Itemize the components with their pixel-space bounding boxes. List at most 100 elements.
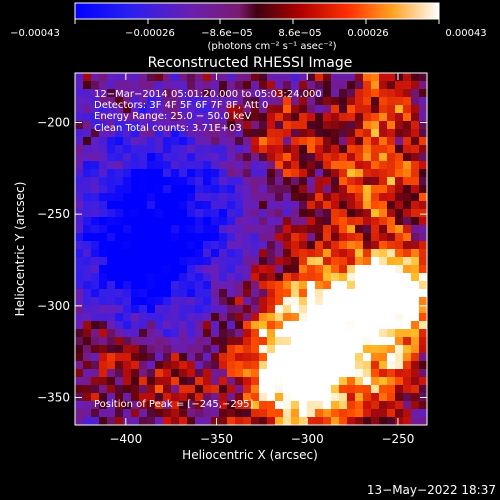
y-tick-label: −300 [37, 299, 70, 313]
heatmap-cell [403, 305, 412, 314]
heatmap-cell [387, 113, 396, 122]
heatmap-cell [323, 97, 332, 106]
heatmap-cell [355, 377, 364, 386]
heatmap-cell [291, 353, 300, 362]
heatmap-cell [347, 113, 356, 122]
heatmap-cell [147, 257, 156, 266]
heatmap-cell [99, 153, 108, 162]
heatmap-cell [83, 369, 92, 378]
heatmap-cell [131, 369, 140, 378]
heatmap-cell [339, 353, 348, 362]
heatmap-cell [243, 313, 252, 322]
heatmap-cell [291, 145, 300, 154]
heatmap-cell [187, 201, 196, 210]
heatmap-cell [171, 129, 180, 138]
heatmap-cell [307, 393, 316, 402]
heatmap-cell [211, 145, 220, 154]
heatmap-cell [219, 185, 228, 194]
heatmap-cell [123, 257, 132, 266]
heatmap-cell [195, 209, 204, 218]
heatmap-cell [147, 129, 156, 138]
heatmap-cell [259, 385, 268, 394]
heatmap-cell [379, 73, 388, 82]
heatmap-cell [147, 337, 156, 346]
heatmap-cell [411, 329, 420, 338]
heatmap-cell [323, 353, 332, 362]
heatmap-cell [339, 257, 348, 266]
heatmap-cell [219, 193, 228, 202]
heatmap-cell [107, 409, 116, 418]
heatmap-cell [99, 217, 108, 226]
heatmap-cell [203, 105, 212, 114]
heatmap-cell [139, 209, 148, 218]
heatmap-cell [99, 249, 108, 258]
heatmap-cell [107, 153, 116, 162]
heatmap-cell [195, 233, 204, 242]
heatmap-cell [299, 281, 308, 290]
heatmap-cell [155, 201, 164, 210]
heatmap-cell [339, 377, 348, 386]
heatmap-cell [243, 409, 252, 418]
heatmap-cell [275, 129, 284, 138]
heatmap-cell [419, 329, 427, 338]
heatmap-cell [251, 257, 260, 266]
heatmap-cell [219, 225, 228, 234]
heatmap-cell [307, 249, 316, 258]
heatmap-cell [139, 385, 148, 394]
heatmap-cell [187, 209, 196, 218]
heatmap-cell [179, 289, 188, 298]
heatmap-cell [91, 257, 100, 266]
heatmap-cell [107, 225, 116, 234]
heatmap-cell [411, 129, 420, 138]
heatmap-cell [363, 145, 372, 154]
heatmap-cell [395, 297, 404, 306]
heatmap-cell [291, 161, 300, 170]
heatmap-cell [275, 417, 284, 425]
heatmap-cell [139, 257, 148, 266]
heatmap-cell [243, 97, 252, 106]
heatmap-cell [211, 241, 220, 250]
heatmap-cell [347, 209, 356, 218]
heatmap-cell [219, 233, 228, 242]
heatmap-cell [363, 89, 372, 98]
heatmap-cell [75, 361, 84, 370]
heatmap-cell [283, 105, 292, 114]
heatmap-cell [163, 265, 172, 274]
heatmap-cell [411, 177, 420, 186]
heatmap-cell [299, 257, 308, 266]
heatmap-cell [179, 169, 188, 178]
heatmap-cell [387, 73, 396, 82]
heatmap-cell [403, 321, 412, 330]
heatmap-cell [307, 105, 316, 114]
heatmap-cell [115, 313, 124, 322]
heatmap-cell [363, 289, 372, 298]
heatmap-cell [315, 369, 324, 378]
heatmap-cell [291, 225, 300, 234]
heatmap-cell [395, 257, 404, 266]
heatmap-cell [91, 297, 100, 306]
heatmap-cell [195, 377, 204, 386]
heatmap-cell [163, 353, 172, 362]
heatmap-cell [171, 273, 180, 282]
heatmap-cell [371, 281, 380, 290]
heatmap-cell [219, 257, 228, 266]
heatmap-cell [155, 209, 164, 218]
heatmap-cell [307, 169, 316, 178]
heatmap-cell [387, 169, 396, 178]
heatmap-cell [283, 393, 292, 402]
heatmap-cell [195, 241, 204, 250]
heatmap-cell [395, 201, 404, 210]
heatmap-cell [211, 233, 220, 242]
heatmap-cell [203, 409, 212, 418]
y-tick-label: −200 [37, 116, 70, 130]
heatmap-cell [403, 225, 412, 234]
heatmap-cell [355, 113, 364, 122]
heatmap-cell [195, 321, 204, 330]
heatmap-cell [91, 201, 100, 210]
heatmap-cell [267, 81, 276, 90]
heatmap-cell [419, 257, 427, 266]
heatmap-cell [195, 273, 204, 282]
heatmap-cell [187, 89, 196, 98]
heatmap-cell [203, 161, 212, 170]
heatmap-cell [155, 169, 164, 178]
